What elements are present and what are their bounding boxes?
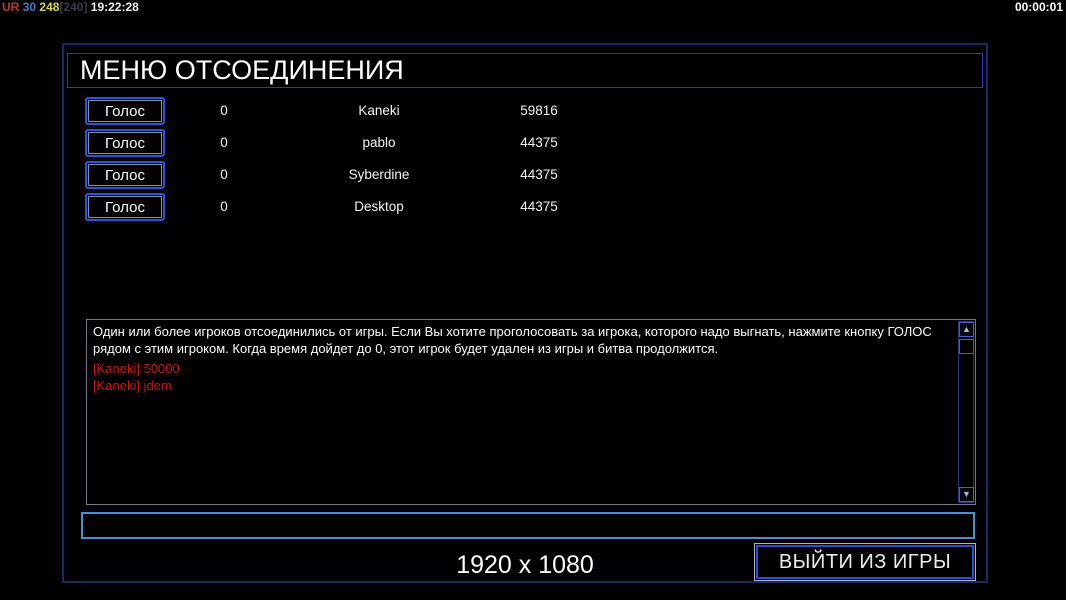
player-score: 59816 [520,103,558,118]
scroll-down-icon: ▼ [962,489,971,499]
ur-label: UR [2,0,20,14]
player-score: 44375 [520,135,558,150]
match-timer: 00:00:01 [1014,0,1063,14]
title-bar: МЕНЮ ОТСОЕДИНЕНИЯ [67,53,983,88]
disconnect-menu-window: МЕНЮ ОТСОЕДИНЕНИЯ Голос 0 Kaneki 59816 Г… [62,43,988,583]
message-log: Один или более игроков отсоединились от … [86,319,976,505]
player-row: Голос 0 Desktop 44375 [64,191,986,223]
fps-value: 248 [39,0,60,14]
vote-count: 0 [220,135,228,150]
player-name: Desktop [354,199,404,214]
status-left-group: UR 30 248[240] 19:22:28 [2,0,139,14]
player-name: Kaneki [358,103,400,118]
player-name: pablo [362,135,396,150]
player-row: Голос 0 Syberdine 44375 [64,159,986,191]
clock: 19:22:28 [90,0,139,14]
exit-game-button[interactable]: ВЫЙТИ ИЗ ИГРЫ [754,543,976,581]
player-name: Syberdine [348,167,410,182]
disconnect-message: Один или более игроков отсоединились от … [93,324,932,356]
vote-button[interactable]: Голос [85,97,165,125]
ur-value: 30 [22,0,37,14]
resolution-label: 1920 x 1080 [456,551,594,579]
exit-game-button-label: ВЫЙТИ ИЗ ИГРЫ [756,545,974,579]
vote-count: 0 [220,199,228,214]
scrollbar-thumb[interactable] [959,339,974,354]
chat-line: [Kaneki] jdem [93,377,172,393]
vote-button[interactable]: Голос [85,193,165,221]
vote-button[interactable]: Голос [85,161,165,189]
player-row: Голос 0 pablo 44375 [64,127,986,159]
chat-line: [Kaneki] 50000 [93,361,180,376]
status-bar: UR 30 248[240] 19:22:28 00:00:01 [0,0,1066,15]
scroll-down-button[interactable]: ▼ [959,487,974,502]
vote-count: 0 [220,103,228,118]
fps-cap: [240] [59,0,88,14]
vote-button[interactable]: Голос [85,129,165,157]
message-scrollbar[interactable]: ▲ ▼ [958,321,974,503]
chat-input[interactable] [81,512,975,539]
message-text-area: Один или более игроков отсоединились от … [87,320,955,504]
scroll-up-icon: ▲ [962,324,971,334]
page-title: МЕНЮ ОТСОЕДИНЕНИЯ [80,55,404,85]
vote-button-label: Голос [88,132,162,154]
vote-button-label: Голос [88,196,162,218]
vote-button-label: Голос [88,100,162,122]
player-vote-list: Голос 0 Kaneki 59816 Голос 0 pablo 44375… [64,95,986,223]
scroll-up-button[interactable]: ▲ [959,322,974,337]
vote-button-label: Голос [88,164,162,186]
player-score: 44375 [520,199,558,214]
vote-count: 0 [220,167,228,182]
player-score: 44375 [520,167,558,182]
player-row: Голос 0 Kaneki 59816 [64,95,986,127]
